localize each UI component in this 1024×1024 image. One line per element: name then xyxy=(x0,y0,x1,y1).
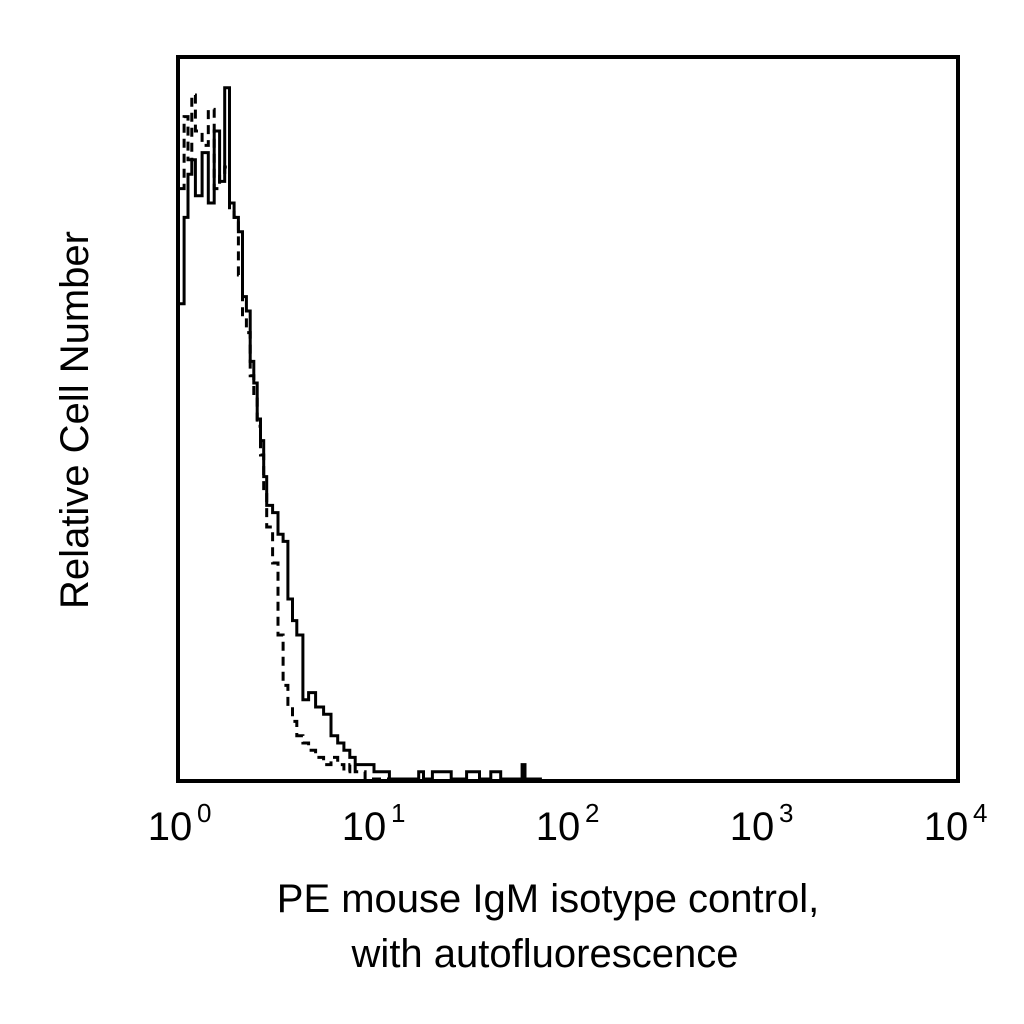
y-axis-label: Relative Cell Number xyxy=(53,231,97,609)
x-tick-label-4: 10 xyxy=(924,805,969,849)
x-tick-label-2: 10 xyxy=(536,805,581,849)
plot-frame xyxy=(176,55,960,783)
x-tick-exponent-0: 0 xyxy=(197,798,211,828)
series-layer xyxy=(180,86,542,781)
x-tick-label-3: 10 xyxy=(730,805,775,849)
x-tick-label-0: 10 xyxy=(148,805,193,849)
series-dashed-histogram xyxy=(180,93,413,781)
x-tick-exponent-2: 2 xyxy=(585,798,599,828)
series-solid-histogram xyxy=(180,86,542,781)
x-tick-exponent-3: 3 xyxy=(779,798,793,828)
x-tick-exponent-4: 4 xyxy=(973,798,987,828)
x-axis-label-line-1: PE mouse IgM isotype control, xyxy=(277,877,819,921)
x-axis-label-line-2: with autofluorescence xyxy=(351,932,739,976)
x-tick-labels: 10 0 10 1 10 2 10 3 10 4 xyxy=(148,798,988,849)
x-tick-exponent-1: 1 xyxy=(391,798,405,828)
x-tick-label-1: 10 xyxy=(342,805,387,849)
